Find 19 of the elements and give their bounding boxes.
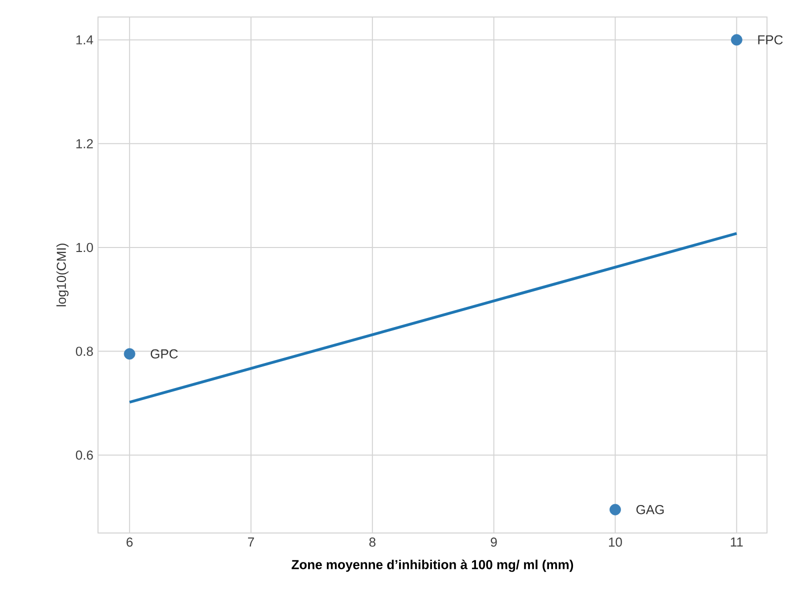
annotation: FPC (758, 35, 783, 44)
x-tick-label: 11 (730, 538, 743, 546)
x-tick-label: 8 (369, 538, 376, 547)
point (124, 348, 136, 360)
y-tick-label: 1.0 (76, 242, 93, 252)
x-axis-title: Zone moyenne d’inhibition à 100 mg/ ml (mm) (292, 560, 574, 572)
x-tick-label: 10 (608, 538, 622, 547)
x-tick-label: 9 (490, 538, 497, 547)
y-tick-label: 1.2 (76, 139, 93, 148)
y-tick-label: 0.6 (76, 450, 93, 460)
y-tick-label: 0.8 (76, 346, 93, 356)
point (610, 504, 621, 516)
x-tick-label: 6 (126, 538, 133, 547)
annotation: GPC (150, 349, 178, 358)
annotation: GAG (636, 505, 664, 514)
x-tick-label: 7 (248, 538, 254, 546)
point (730, 34, 742, 46)
y-tick-label: 1.4 (76, 35, 94, 44)
y-axis-title: log10(CMI) (56, 244, 69, 306)
